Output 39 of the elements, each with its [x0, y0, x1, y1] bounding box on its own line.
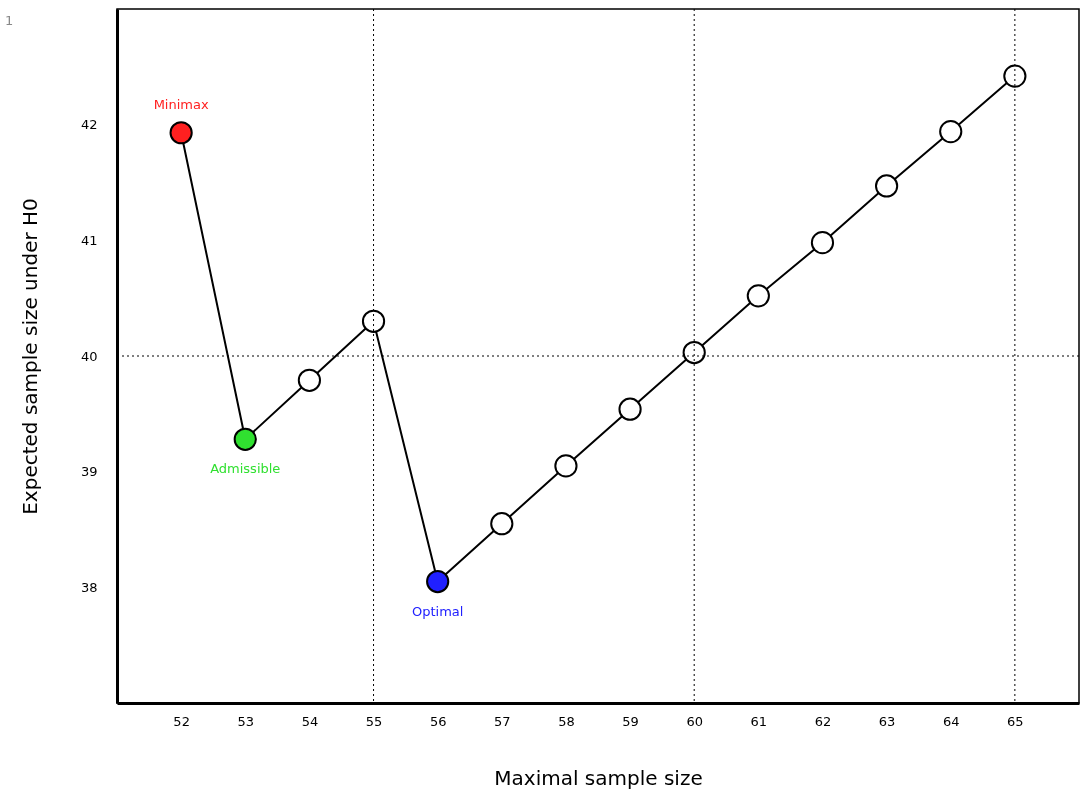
y-tick-label: 41: [80, 232, 98, 248]
x-tick-label: 62: [814, 713, 832, 729]
y-axis-title: Expected sample size under H0: [17, 198, 42, 515]
y-tick-label: 39: [80, 464, 98, 480]
x-tick-label: 55: [365, 713, 383, 729]
x-tick-label: 52: [173, 713, 190, 729]
x-tick-label: 53: [237, 713, 255, 729]
point: [490, 512, 514, 536]
x-tick-label: 56: [429, 713, 447, 729]
y-tick-label: 42: [80, 117, 98, 133]
point: [426, 569, 450, 594]
y-tick-label: 38: [80, 579, 98, 595]
point: [746, 284, 770, 308]
point: [361, 309, 386, 333]
x-tick-label: 63: [878, 713, 896, 729]
point: [939, 120, 963, 144]
point: [1003, 64, 1027, 88]
x-tick-label: 65: [1007, 713, 1024, 729]
point: [618, 397, 642, 421]
x-tick-label: 60: [686, 713, 703, 729]
point: [233, 427, 257, 451]
y-tick-label: 40: [80, 348, 98, 364]
x-tick-label: 57: [494, 713, 511, 729]
annotation: Optimal: [411, 603, 464, 619]
point: [874, 174, 899, 198]
x-tick-label: 58: [558, 713, 575, 729]
point: [554, 454, 578, 478]
annotation: Admissible: [210, 461, 281, 477]
x-tick-label: 64: [942, 713, 960, 729]
x-tick-label: 59: [622, 713, 639, 729]
point: [169, 121, 193, 145]
point: [682, 340, 706, 365]
x-axis-title: Maximal sample size: [494, 765, 703, 790]
x-tick-label: 61: [750, 713, 768, 729]
annotation: Minimax: [153, 96, 209, 112]
x-tick-label: 54: [301, 713, 319, 729]
point: [297, 368, 322, 392]
text: 1: [5, 13, 14, 28]
point: [810, 231, 835, 255]
